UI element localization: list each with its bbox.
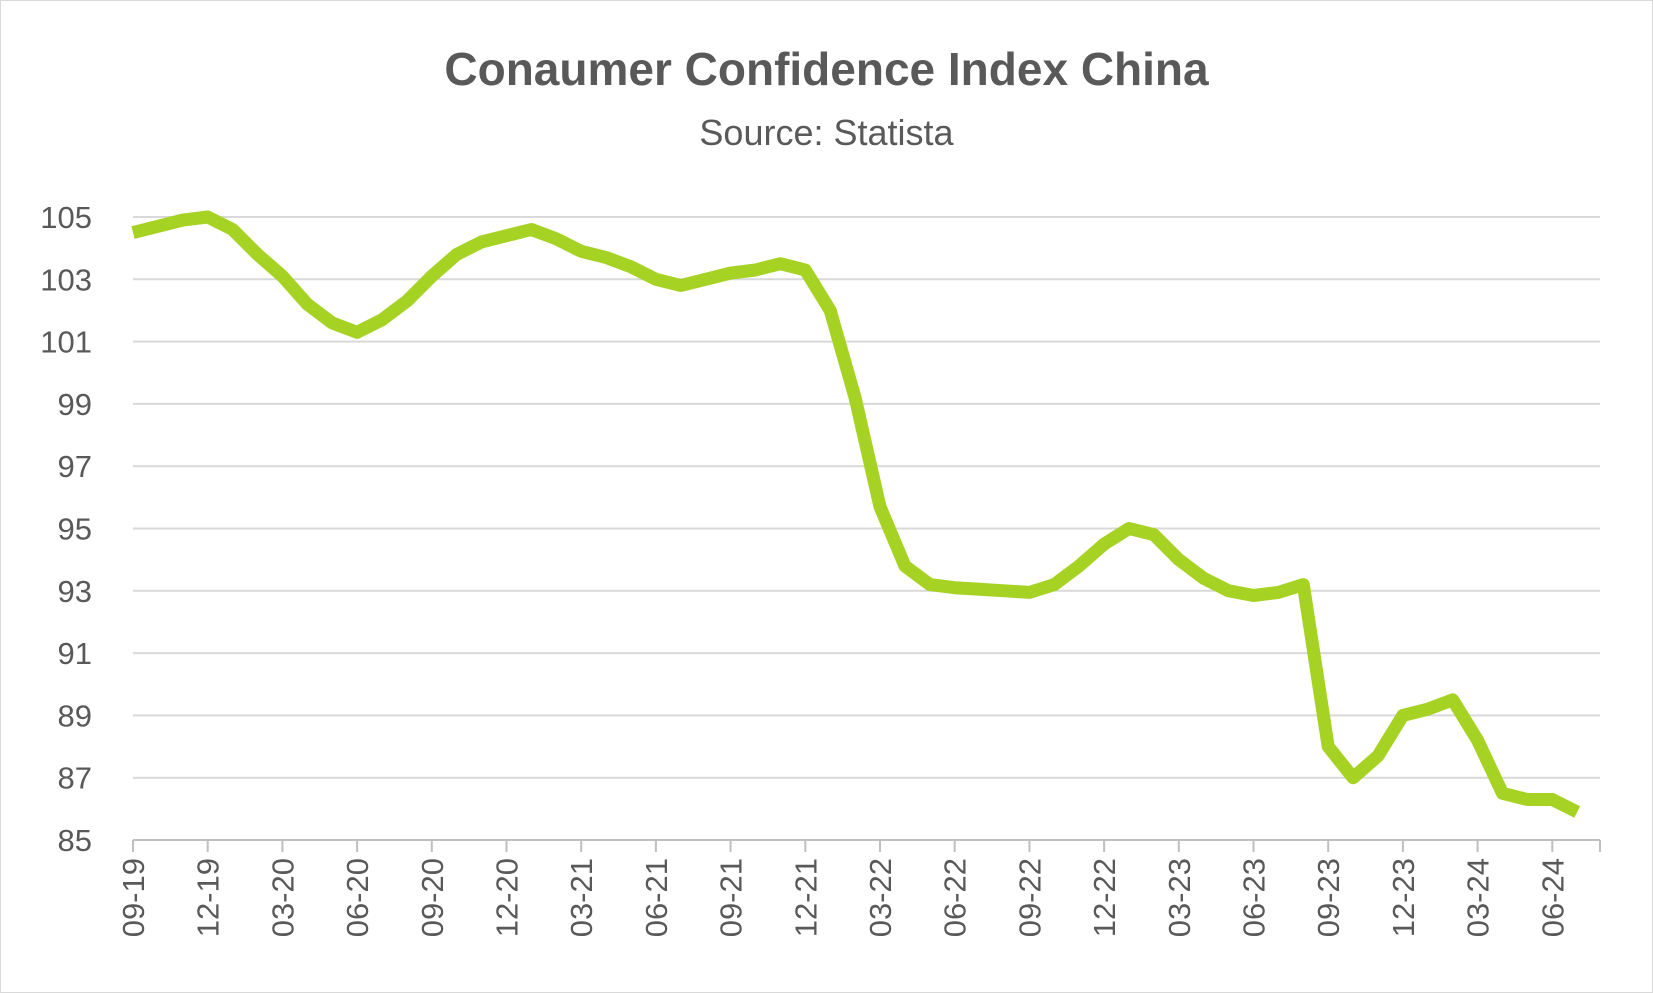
x-tick-label: 12-20 [490,858,525,937]
y-tick-label: 97 [58,449,92,484]
y-tick-label: 89 [58,698,92,733]
series-line [131,210,1581,818]
x-tick-label: 12-21 [788,858,823,937]
x-tick-label: 09-23 [1311,858,1346,937]
y-tick-label: 91 [58,636,92,671]
x-tick-label: 06-22 [938,858,973,937]
y-tick-label: 103 [40,262,92,297]
x-tick-label: 06-21 [639,858,674,937]
x-tick-label: 03-22 [863,858,898,937]
chart-title: Conaumer Confidence Index China [444,43,1209,95]
y-tick-label: 87 [58,761,92,796]
y-tick-label: 95 [58,512,92,547]
x-tick-label: 09-21 [714,858,749,937]
y-tick-label: 105 [40,200,92,235]
x-tick-label: 12-19 [191,858,226,937]
x-tick-label: 03-23 [1162,858,1197,937]
chart-subtitle: Source: Statista [699,112,954,153]
y-tick-label: 99 [58,387,92,422]
x-tick-label: 09-19 [116,858,151,937]
x-tick-label: 03-21 [564,858,599,937]
x-tick-label: 09-22 [1012,858,1047,937]
x-tick-label: 12-22 [1087,858,1122,937]
x-tick-label: 03-24 [1461,858,1496,937]
x-tick-label: 03-20 [265,858,300,937]
x-tick-label: 06-24 [1535,858,1570,937]
x-tick-label: 06-23 [1237,858,1272,937]
x-tick-label: 12-23 [1386,858,1421,937]
y-tick-label: 85 [58,823,92,858]
x-tick-label: 09-20 [415,858,450,937]
y-tick-label: 93 [58,574,92,609]
y-tick-label: 101 [40,325,92,360]
x-tick-label: 06-20 [340,858,375,937]
